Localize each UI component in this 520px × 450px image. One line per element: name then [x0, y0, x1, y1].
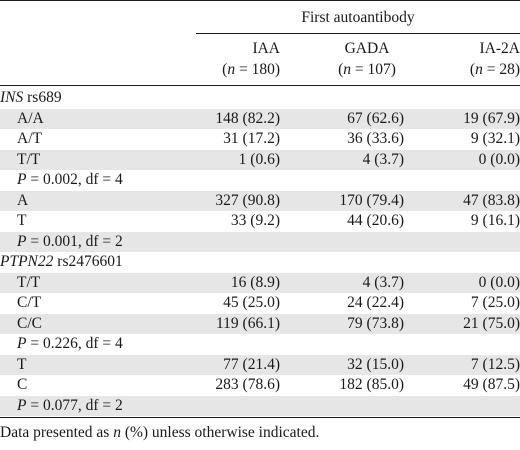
column-n: (n = 107) [338, 61, 396, 78]
table-cell: 148 (82.2) [215, 109, 280, 127]
stat-row: P = 0.077, df = 2 [0, 395, 520, 416]
row-label: C [17, 376, 28, 393]
table-row: T/T 1 (0.6) 4 (3.7) 0 (0.0) [0, 149, 520, 170]
table-cell: 327 (90.8) [215, 191, 280, 209]
gene-name: PTPN22 [0, 253, 54, 270]
table-cell: 32 (15.0) [347, 355, 404, 373]
stat-row: P = 0.226, df = 4 [0, 334, 520, 355]
table-cell: 283 (78.6) [215, 376, 280, 393]
row-label: T/T [17, 150, 41, 168]
table-cell: 182 (85.0) [339, 376, 404, 393]
snp-id: rs689 [27, 89, 62, 106]
top-rule [0, 0, 520, 1]
table-row: C/C 119 (66.1) 79 (73.8) 21 (75.0) [0, 313, 520, 334]
row-label: A/T [17, 130, 42, 147]
column-name: IAA [252, 40, 280, 57]
section-label: PTPN22 rs2476601 [0, 252, 123, 273]
table-cell: 170 (79.4) [339, 191, 404, 209]
table-cell: 31 (17.2) [223, 130, 280, 147]
section-row: PTPN22 rs2476601 [0, 252, 520, 273]
table-cell: 79 (73.8) [347, 314, 404, 332]
p-value-label: P = 0.077, df = 2 [17, 396, 123, 414]
table-cell: 9 (32.1) [470, 130, 520, 147]
section-row: INS rs689 [0, 88, 520, 109]
table-cell: 9 (16.1) [470, 212, 520, 229]
table-cell: 4 (3.7) [362, 150, 404, 168]
table-row: C/T 45 (25.0) 24 (22.4) 7 (25.0) [0, 293, 520, 314]
p-value-label: P = 0.002, df = 4 [17, 171, 123, 188]
table-cell: 77 (21.4) [223, 355, 280, 373]
table-cell: 49 (87.5) [463, 376, 520, 393]
spanner-rule [196, 33, 520, 34]
column-name: IA-2A [479, 40, 520, 57]
table-cell: 33 (9.2) [230, 212, 280, 229]
table-cell: 36 (33.6) [347, 130, 404, 147]
gene-name: INS [0, 89, 24, 106]
table-cell: 47 (83.8) [463, 191, 520, 209]
column-header-iaa: IAA (n = 180) [196, 38, 280, 80]
snp-id: rs2476601 [57, 253, 123, 270]
stat-row: P = 0.002, df = 4 [0, 170, 520, 191]
row-label: T [17, 355, 27, 373]
table-cell: 4 (3.7) [362, 273, 404, 291]
table-row: T 33 (9.2) 44 (20.6) 9 (16.1) [0, 211, 520, 232]
table-cell: 0 (0.0) [478, 273, 520, 291]
row-label: A/A [17, 109, 44, 127]
p-value-label: P = 0.226, df = 4 [17, 335, 123, 352]
p-value-label: P = 0.001, df = 2 [17, 232, 123, 250]
section-label: INS rs689 [0, 88, 62, 109]
column-spanner-header: First autoantibody [301, 9, 415, 26]
row-label: C/C [17, 314, 42, 332]
row-label: T/T [17, 273, 41, 291]
table-cell: 7 (12.5) [470, 355, 520, 373]
row-label: T [17, 212, 27, 229]
row-label: C/T [17, 294, 42, 311]
table-row: A/A 148 (82.2) 67 (62.6) 19 (67.9) [0, 108, 520, 129]
header-bottom-rule [0, 85, 520, 86]
column-n: (n = 180) [222, 61, 280, 78]
table-cell: 44 (20.6) [347, 212, 404, 229]
bottom-rule [0, 417, 520, 418]
table-row: T/T 16 (8.9) 4 (3.7) 0 (0.0) [0, 272, 520, 293]
column-header-ia2a: IA-2A (n = 28) [446, 38, 520, 80]
table-cell: 19 (67.9) [463, 109, 520, 127]
table-cell: 45 (25.0) [223, 294, 280, 311]
table-cell: 1 (0.6) [238, 150, 280, 168]
column-header-gada: GADA (n = 107) [322, 38, 412, 80]
table-footnote: Data presented as n (%) unless otherwise… [0, 424, 320, 441]
table-row: C 283 (78.6) 182 (85.0) 49 (87.5) [0, 375, 520, 396]
table-cell: 7 (25.0) [470, 294, 520, 311]
stat-row: P = 0.001, df = 2 [0, 231, 520, 252]
table-cell: 0 (0.0) [478, 150, 520, 168]
table-cell: 16 (8.9) [230, 273, 280, 291]
row-label: A [17, 191, 29, 209]
table-cell: 119 (66.1) [216, 314, 280, 332]
table-cell: 67 (62.6) [347, 109, 404, 127]
table-row: A 327 (90.8) 170 (79.4) 47 (83.8) [0, 190, 520, 211]
table-cell: 21 (75.0) [463, 314, 520, 332]
table-row: A/T 31 (17.2) 36 (33.6) 9 (32.1) [0, 129, 520, 150]
column-n: (n = 28) [469, 61, 520, 78]
column-name: GADA [344, 40, 390, 57]
table-row: T 77 (21.4) 32 (15.0) 7 (12.5) [0, 354, 520, 375]
table-cell: 24 (22.4) [347, 294, 404, 311]
